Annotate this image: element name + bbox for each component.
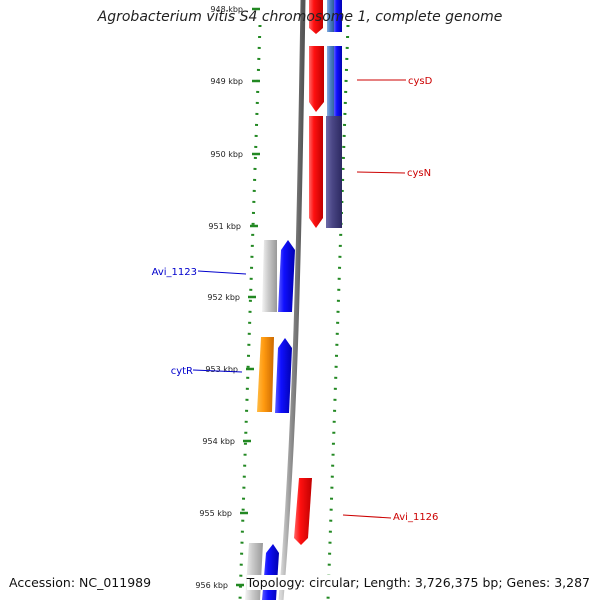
gene-arrow-top-reverse xyxy=(334,0,342,32)
tick-label-954: 954 kbp xyxy=(202,437,235,446)
tick-label-956: 956 kbp xyxy=(195,581,228,590)
gene-arrow-cysN xyxy=(309,116,323,228)
ruler-ticks xyxy=(236,7,260,587)
genome-summary-text: Topology: circular; Length: 3,726,375 bp… xyxy=(246,575,590,590)
inner-track xyxy=(238,24,262,600)
gene-label-cysN[interactable]: cysN xyxy=(407,168,431,179)
gene-arrow-Avi_1123-reverse xyxy=(278,240,295,312)
gene-arrow-top-steel xyxy=(327,0,334,32)
ruler-tick-labels: 948 kbp 949 kbp 950 kbp 951 kbp 952 kbp … xyxy=(195,5,243,590)
outer-track xyxy=(326,24,350,600)
tick-label-950: 950 kbp xyxy=(210,150,243,159)
tick-label-953: 953 kbp xyxy=(205,365,238,374)
map-title: Agrobacterium vitis S4 chromosome 1, com… xyxy=(97,9,503,25)
gene-arrow-cysN-reverse xyxy=(326,116,342,228)
chromosome-backbone xyxy=(278,0,306,600)
gene-label-cysD[interactable]: cysD xyxy=(408,76,433,87)
accession-text: Accession: NC_011989 xyxy=(9,575,152,590)
gene-label-cytR[interactable]: cytR xyxy=(171,366,193,377)
gene-arrow-cysD-homolog xyxy=(327,46,335,116)
gene-arrow-cytR-reverse xyxy=(275,338,292,413)
tick-label-955: 955 kbp xyxy=(199,509,232,518)
gene-arrow-cysD xyxy=(309,46,324,112)
gene-label-Avi_1123[interactable]: Avi_1123 xyxy=(152,267,197,278)
gene-arrow-cysD-reverse xyxy=(334,46,342,116)
tick-label-952: 952 kbp xyxy=(207,293,240,302)
gene-arrow-bottom-gray xyxy=(245,543,263,600)
tick-label-948: 948 kbp xyxy=(210,5,243,14)
gene-arrow-top-forward xyxy=(309,0,323,34)
gene-arrow-Avi_1123 xyxy=(262,240,277,312)
gene-arrow-bottom-reverse xyxy=(262,544,279,600)
tick-label-951: 951 kbp xyxy=(208,222,241,231)
gene-label-Avi_1126[interactable]: Avi_1126 xyxy=(393,512,438,523)
gene-leader-lines xyxy=(192,79,406,519)
tick-label-949: 949 kbp xyxy=(210,77,243,86)
gene-arrow-cytR xyxy=(257,337,274,412)
gene-arrow-Avi_1126 xyxy=(294,478,312,545)
